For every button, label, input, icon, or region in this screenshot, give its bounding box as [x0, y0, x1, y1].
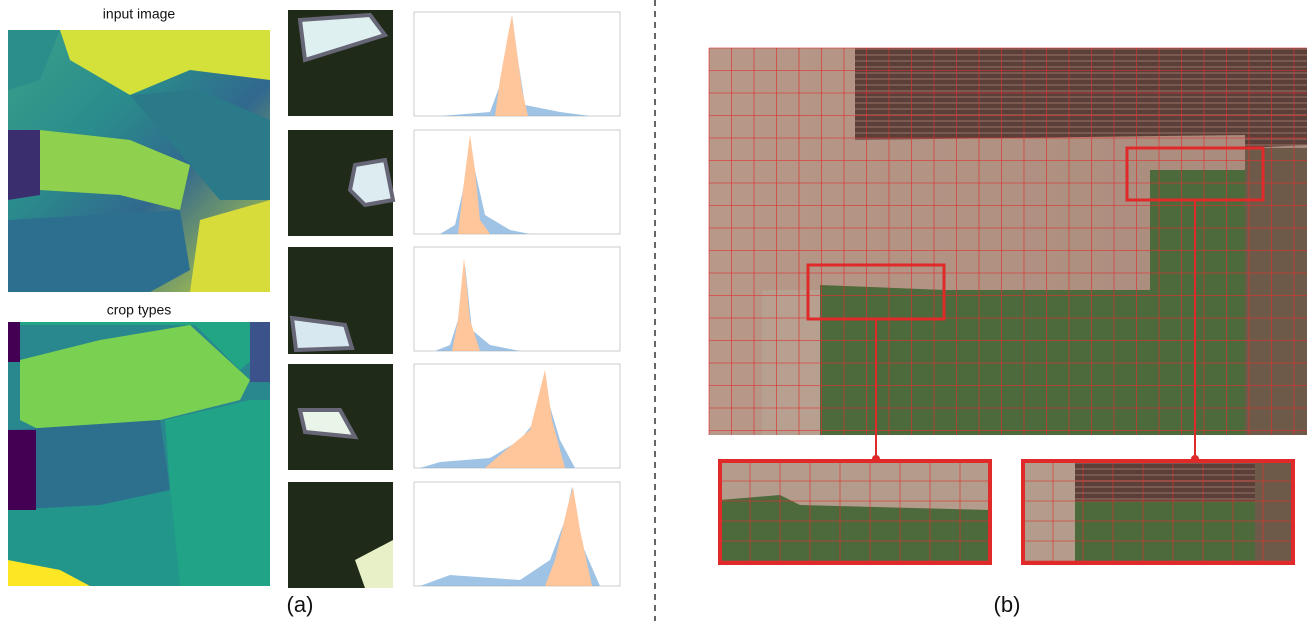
input-image — [8, 30, 270, 292]
figure: input image crop types — [0, 0, 1307, 621]
caption-b: (b) — [994, 592, 1021, 617]
crop-types-label: crop types — [107, 302, 172, 318]
page: input image crop types — [0, 0, 1307, 621]
input-image-label: input image — [103, 6, 176, 22]
thumbnails — [288, 10, 393, 588]
zoom-inset — [1023, 461, 1293, 563]
caption-a: (a) — [287, 592, 314, 617]
crop-types-image — [8, 322, 270, 586]
zoom-inset — [720, 461, 990, 563]
